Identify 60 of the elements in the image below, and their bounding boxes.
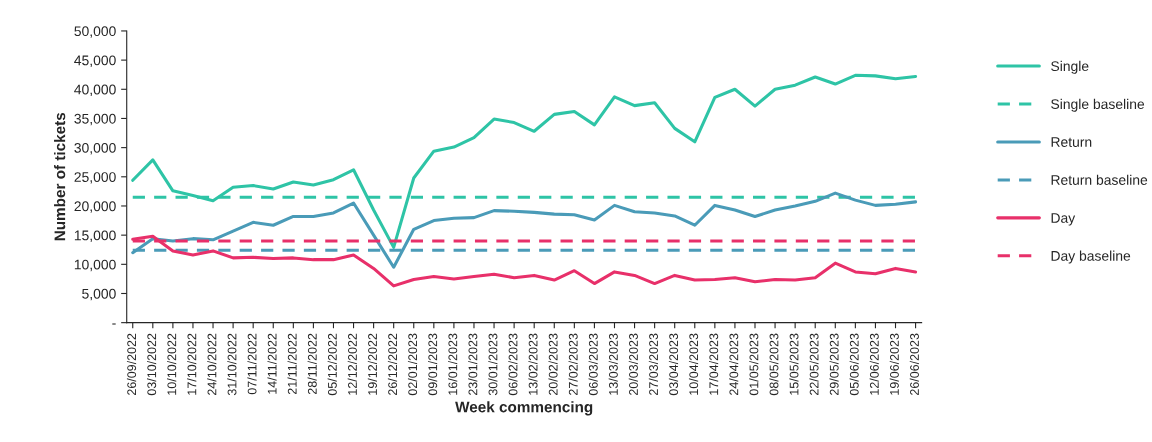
- x-tick-label: 06/03/2023: [588, 333, 598, 396]
- x-tick-label: 10/10/2022: [167, 333, 177, 395]
- x-tick-label: 02/01/2023: [407, 333, 418, 396]
- x-tick-label: 20/02/2023: [548, 333, 558, 395]
- x-tick-label: 19/12/2022: [367, 333, 377, 395]
- x-tick-label: 23/01/2023: [468, 333, 478, 395]
- x-tick-label: 17/04/2023: [709, 333, 719, 395]
- x-tick-label: 27/02/2023: [568, 333, 578, 395]
- x-tick-label: 31/10/2022: [227, 333, 237, 396]
- x-tick-label: 05/12/2022: [327, 333, 337, 396]
- x-tick-label: 21/11/2022: [287, 333, 297, 395]
- x-tick-label: 26/09/2022: [126, 333, 137, 395]
- legend-label: Return baseline: [1051, 174, 1148, 185]
- x-tick-label: 12/06/2023: [869, 333, 879, 395]
- x-tick-label: 10/04/2023: [688, 333, 699, 395]
- x-tick-label: 15/05/2023: [789, 333, 799, 395]
- x-tick-label: 16/01/2023: [448, 333, 458, 395]
- x-tick-label: 27/03/2023: [648, 333, 658, 395]
- x-tick-label: 24/04/2023: [729, 333, 739, 395]
- y-tick-label: 5,000: [82, 288, 116, 301]
- x-tick-label: 12/12/2022: [347, 333, 357, 395]
- y-tick-label: -: [112, 323, 116, 325]
- legend-label: Day: [1051, 213, 1076, 226]
- x-tick-label: 03/10/2022: [146, 333, 157, 396]
- y-tick-label: 40,000: [74, 84, 116, 97]
- y-tick-label: 45,000: [74, 55, 116, 67]
- y-tick-label: 30,000: [74, 142, 116, 155]
- y-tick-label: 50,000: [74, 26, 116, 38]
- x-tick-label: 14/11/2022: [267, 333, 277, 394]
- x-tick-label: 17/10/2022: [187, 333, 197, 395]
- x-axis-title: Week commencing: [455, 401, 593, 416]
- legend-label: Day baseline: [1051, 250, 1131, 264]
- x-tick-label: 03/04/2023: [668, 333, 679, 396]
- legend-label: Single: [1051, 60, 1089, 74]
- line-series: [131, 73, 918, 249]
- x-tick-label: 09/01/2023: [428, 333, 438, 396]
- x-tick-label: 30/01/2023: [488, 333, 498, 396]
- x-tick-label: 13/03/2023: [608, 333, 618, 395]
- x-tick-label: 22/05/2023: [809, 333, 819, 395]
- x-tick-label: 01/05/2023: [749, 333, 759, 396]
- x-tick-label: 28/11/2022: [307, 333, 317, 395]
- y-tick-label: 15,000: [74, 230, 116, 242]
- x-tick-label: 13/02/2023: [528, 333, 538, 395]
- x-tick-label: 26/12/2022: [387, 333, 398, 395]
- x-tick-label: 29/05/2023: [829, 333, 839, 395]
- y-axis-title: Number of tickets: [54, 112, 66, 241]
- y-tick-label: 10,000: [74, 259, 116, 272]
- legend-label: Single baseline: [1051, 98, 1145, 112]
- y-tick-label: 25,000: [74, 172, 116, 184]
- x-tick-label: 08/05/2023: [769, 333, 779, 396]
- x-tick-label: 24/10/2022: [207, 333, 217, 395]
- x-tick-label: 05/06/2023: [849, 333, 859, 396]
- x-tick-label: 26/06/2023: [909, 333, 919, 395]
- x-tick-label: 19/06/2023: [889, 333, 899, 395]
- y-tick-label: 20,000: [74, 201, 116, 213]
- x-tick-label: 06/02/2023: [508, 333, 518, 396]
- legend-label: Return: [1051, 137, 1092, 147]
- x-tick-label: 20/03/2023: [628, 333, 638, 395]
- y-tick-label: 35,000: [74, 113, 116, 126]
- x-tick-label: 07/11/2022: [247, 333, 257, 395]
